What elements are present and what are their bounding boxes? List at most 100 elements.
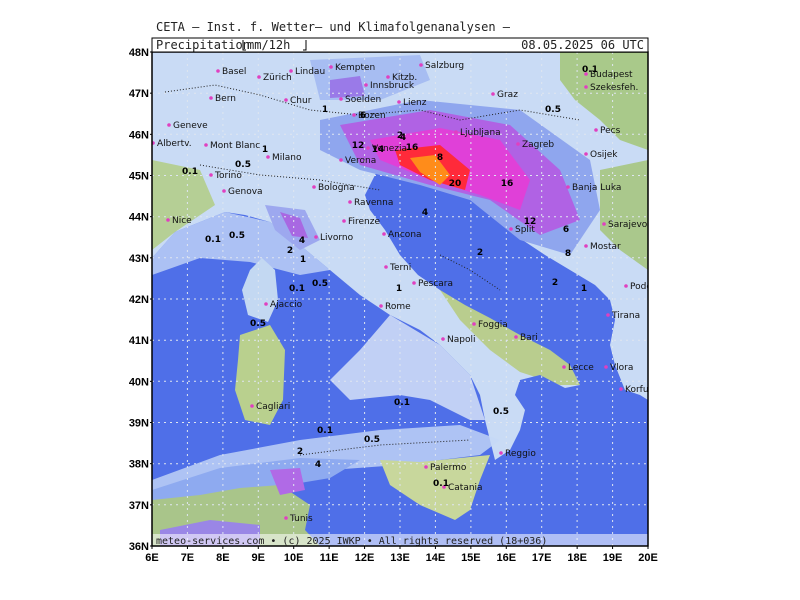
city-marker: [412, 281, 416, 285]
city-marker: [602, 222, 606, 226]
city-marker: [472, 322, 476, 326]
city-label: Pecs: [600, 126, 621, 136]
city-label: Split: [515, 225, 535, 235]
city-label: Napoli: [447, 335, 475, 345]
city-label: Ljubljana: [460, 128, 501, 138]
contour-label: 0.1: [433, 479, 449, 489]
lon-label: 13E: [390, 552, 410, 564]
city-label: Innsbruck: [370, 81, 415, 91]
city-label: Catania: [448, 483, 483, 493]
precip-heavy: [330, 76, 365, 98]
city-label: Mont Blanc: [210, 141, 260, 151]
city-marker: [619, 387, 623, 391]
lat-label: 41N: [129, 335, 149, 347]
city-marker: [364, 83, 368, 87]
city-label: Zürich: [263, 73, 292, 83]
graticule: [152, 52, 648, 546]
contour-label: 2: [397, 131, 403, 141]
city-marker: [379, 304, 383, 308]
header-title: CETA — Inst. f. Wetter— und Klimafolgena…: [156, 20, 511, 34]
lon-label: 11E: [320, 552, 339, 564]
city-label: Ravenna: [354, 198, 393, 208]
city-marker: [419, 63, 423, 67]
contour-label: 6: [563, 225, 569, 235]
city-label: Banja Luka: [572, 183, 621, 193]
contour-label: 2: [297, 447, 303, 457]
city-label: Reggio: [505, 449, 536, 459]
contour-label: 16: [501, 179, 514, 189]
lat-label: 38N: [129, 459, 149, 471]
city-label: Palermo: [430, 463, 467, 473]
city-label: Geneve: [173, 121, 208, 131]
city-label: Kitzb.: [392, 73, 417, 83]
contour-label: 1: [322, 105, 328, 115]
city-marker: [584, 72, 588, 76]
city-marker: [257, 75, 261, 79]
city-label: Verona: [345, 156, 376, 166]
city-label: Korfu: [625, 385, 649, 395]
contour-label: 1: [581, 284, 587, 294]
lon-label: 18E: [567, 552, 587, 564]
land-green: [152, 160, 215, 250]
city-marker: [342, 219, 346, 223]
lon-label: 17E: [532, 552, 552, 564]
lat-label: 42N: [129, 294, 149, 306]
city-label: Cagliari: [256, 402, 290, 412]
lon-label: 6E: [145, 552, 158, 564]
lon-label: 9E: [252, 552, 265, 564]
city-label: Basel: [222, 67, 246, 77]
city-marker: [314, 235, 318, 239]
valid-time: 08.05.2025 06 UTC: [521, 38, 644, 52]
city-marker: [424, 465, 428, 469]
city-marker: [204, 143, 208, 147]
city-label: Bari: [520, 333, 538, 343]
city-marker: [397, 100, 401, 104]
contour-label: 12: [352, 141, 365, 151]
contour-label: 0.5: [493, 407, 509, 417]
contour-label: 6: [360, 111, 366, 121]
city-label: Ajaccio: [270, 300, 303, 310]
city-label: Soelden: [345, 95, 381, 105]
sardinia: [235, 325, 285, 425]
city-label: Rome: [385, 302, 411, 312]
precip-max: [410, 155, 450, 185]
city-marker: [289, 69, 293, 73]
city-label: Albertv.: [157, 139, 192, 149]
lon-label: 20E: [638, 552, 658, 564]
contour-label: 0.1: [289, 284, 305, 294]
contour-label: 0.1: [182, 167, 198, 177]
lon-label: 8E: [216, 552, 229, 564]
header-box: [151, 37, 649, 53]
city-label: Lindau: [295, 67, 325, 77]
city-label: Livorno: [320, 233, 354, 243]
city-label: Bern: [215, 94, 236, 104]
city-label: Terni: [389, 263, 411, 273]
lat-label: 36N: [129, 541, 149, 553]
city-label: Sarajevo: [608, 220, 648, 230]
city-marker: [566, 185, 570, 189]
contour-label: 4: [400, 133, 406, 143]
city-marker: [516, 142, 520, 146]
contour-label: 0.1: [582, 65, 598, 75]
city-marker: [584, 244, 588, 248]
contours: [164, 84, 581, 456]
contour-label: 2: [552, 278, 558, 288]
city-label: Bologna: [318, 183, 355, 193]
contour-label: 1: [396, 284, 402, 294]
contour-label: 0.5: [235, 160, 251, 170]
contour-label: 16: [406, 143, 419, 153]
contour-label: 2: [477, 248, 483, 258]
city-label: Graz: [497, 90, 518, 100]
lat-label: 37N: [129, 500, 149, 512]
contour-label: 20: [449, 179, 462, 189]
city-marker: [312, 185, 316, 189]
city-marker: [594, 128, 598, 132]
contour-label: 0.5: [312, 279, 328, 289]
contour-label: 0.5: [229, 231, 245, 241]
city-marker: [222, 189, 226, 193]
city-marker: [386, 75, 390, 79]
contour-label: 8: [565, 249, 571, 259]
contour-label: 1: [262, 145, 268, 155]
